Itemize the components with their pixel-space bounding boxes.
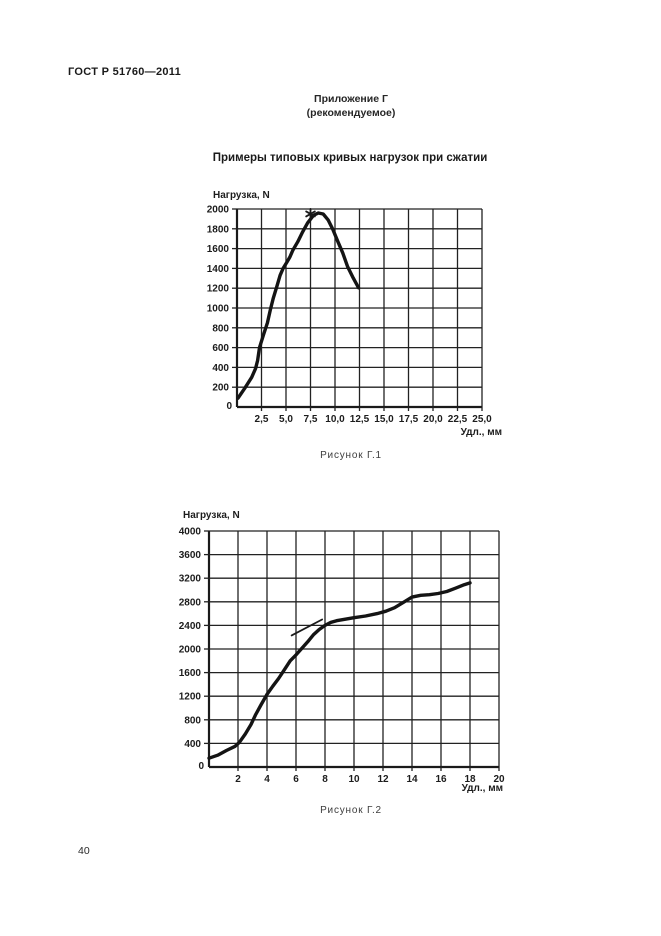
svg-text:5,0: 5,0	[279, 414, 293, 425]
svg-text:0: 0	[198, 761, 204, 772]
figure-g2-x-axis-label: Удл., мм	[461, 783, 503, 794]
figure-g2: Нагрузка, N 2 4 6 8 10 12 14 16 18 20 400 800 1200 16…	[170, 505, 515, 830]
svg-text:2,5: 2,5	[255, 414, 269, 425]
svg-text:2: 2	[235, 774, 241, 785]
svg-text:1800: 1800	[207, 224, 230, 235]
figure-g1: Нагрузка, N 2,5 5,0 7,5 10,0 12,5 15,0 17,5 20,…	[170, 185, 505, 480]
svg-text:1200: 1200	[207, 284, 230, 295]
svg-text:4: 4	[264, 774, 270, 785]
svg-text:22,5: 22,5	[448, 414, 468, 425]
svg-text:2000: 2000	[207, 205, 230, 216]
svg-text:12: 12	[377, 774, 389, 785]
svg-text:3600: 3600	[179, 550, 202, 561]
svg-text:600: 600	[212, 343, 229, 354]
svg-text:12,5: 12,5	[350, 414, 370, 425]
svg-text:800: 800	[212, 323, 229, 334]
figure-g2-y-axis-label: Нагрузка, N	[183, 510, 240, 521]
svg-text:20,0: 20,0	[423, 414, 443, 425]
figure-g1-caption: Рисунок Г.1	[320, 450, 382, 461]
figure-g2-caption: Рисунок Г.2	[320, 805, 382, 816]
figure-g1-chart: 2,5 5,0 7,5 10,0 12,5 15,0 17,5 20,0 22,5 25,0 200…	[207, 205, 492, 426]
standard-designation: ГОСТ Р 51760—2011	[68, 66, 182, 78]
svg-text:10,0: 10,0	[325, 414, 345, 425]
svg-text:2000: 2000	[179, 645, 202, 656]
svg-text:200: 200	[212, 383, 229, 394]
svg-text:1600: 1600	[207, 244, 230, 255]
svg-text:20: 20	[493, 774, 505, 785]
page-number: 40	[78, 845, 90, 857]
figure-g1-x-axis-label: Удл., мм	[460, 427, 502, 438]
section-title: Примеры типовых кривых нагрузок при сжат…	[212, 152, 488, 164]
svg-text:1600: 1600	[179, 668, 202, 679]
figure-g2-chart: 2 4 6 8 10 12 14 16 18 20 400 800 1200 1600 2000 2400 28…	[179, 527, 505, 786]
svg-text:1400: 1400	[207, 264, 230, 275]
annex-subtitle: (рекомендуемое)	[306, 107, 396, 119]
annex-title: Приложение Г	[314, 93, 388, 105]
svg-text:10: 10	[348, 774, 360, 785]
svg-text:3200: 3200	[179, 574, 202, 585]
svg-text:1000: 1000	[207, 304, 230, 315]
svg-text:8: 8	[322, 774, 328, 785]
svg-text:17,5: 17,5	[399, 414, 419, 425]
svg-text:7,5: 7,5	[304, 414, 318, 425]
figure-g1-y-axis-label: Нагрузка, N	[213, 190, 270, 201]
svg-text:0: 0	[226, 401, 232, 412]
svg-text:14: 14	[406, 774, 418, 785]
svg-text:4000: 4000	[179, 527, 202, 538]
svg-text:18: 18	[464, 774, 476, 785]
annex-heading: Приложение Г (рекомендуемое)	[307, 92, 396, 120]
svg-text:800: 800	[184, 715, 201, 726]
svg-text:15,0: 15,0	[374, 414, 394, 425]
svg-text:6: 6	[293, 774, 299, 785]
svg-text:25,0: 25,0	[472, 414, 492, 425]
svg-text:2800: 2800	[179, 597, 202, 608]
svg-text:1200: 1200	[179, 692, 202, 703]
svg-text:16: 16	[435, 774, 447, 785]
svg-text:2400: 2400	[179, 621, 202, 632]
svg-text:400: 400	[212, 363, 229, 374]
svg-text:400: 400	[184, 739, 201, 750]
